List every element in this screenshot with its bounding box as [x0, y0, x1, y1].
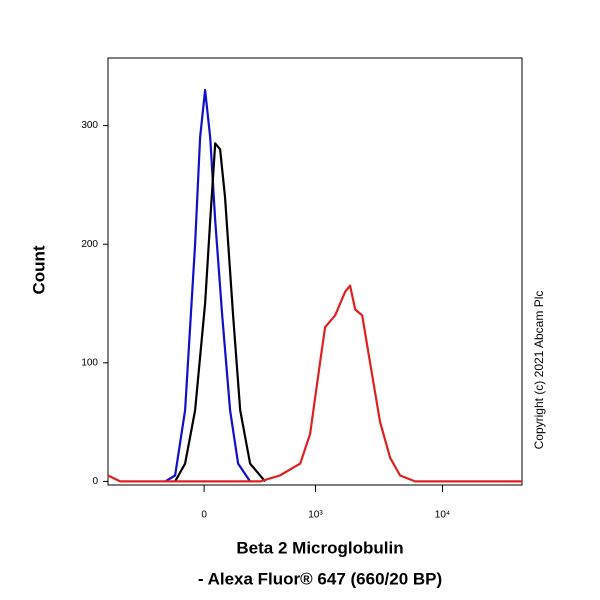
- histogram-line: [164, 88, 252, 483]
- x-tick-label: 0: [201, 510, 207, 521]
- x-axis-label: - Alexa Fluor® 647 (660/20 BP): [198, 569, 442, 588]
- y-tick-label: 0: [92, 476, 98, 487]
- copyright: Copyright (c) 2021 Abcam Plc: [532, 291, 546, 450]
- plot-frame: [107, 57, 523, 486]
- y-tick-label: 200: [81, 239, 98, 250]
- y-axis-label: Count: [29, 245, 48, 294]
- x-tick-label: 10³: [308, 510, 323, 521]
- x-tick-label: 10⁴: [435, 510, 450, 521]
- y-tick-label: 100: [81, 357, 98, 368]
- y-tick-label: 300: [81, 120, 98, 131]
- histogram-line: [107, 284, 522, 483]
- histogram-line: [174, 142, 266, 483]
- x-axis-label: Beta 2 Microglobulin: [236, 538, 403, 557]
